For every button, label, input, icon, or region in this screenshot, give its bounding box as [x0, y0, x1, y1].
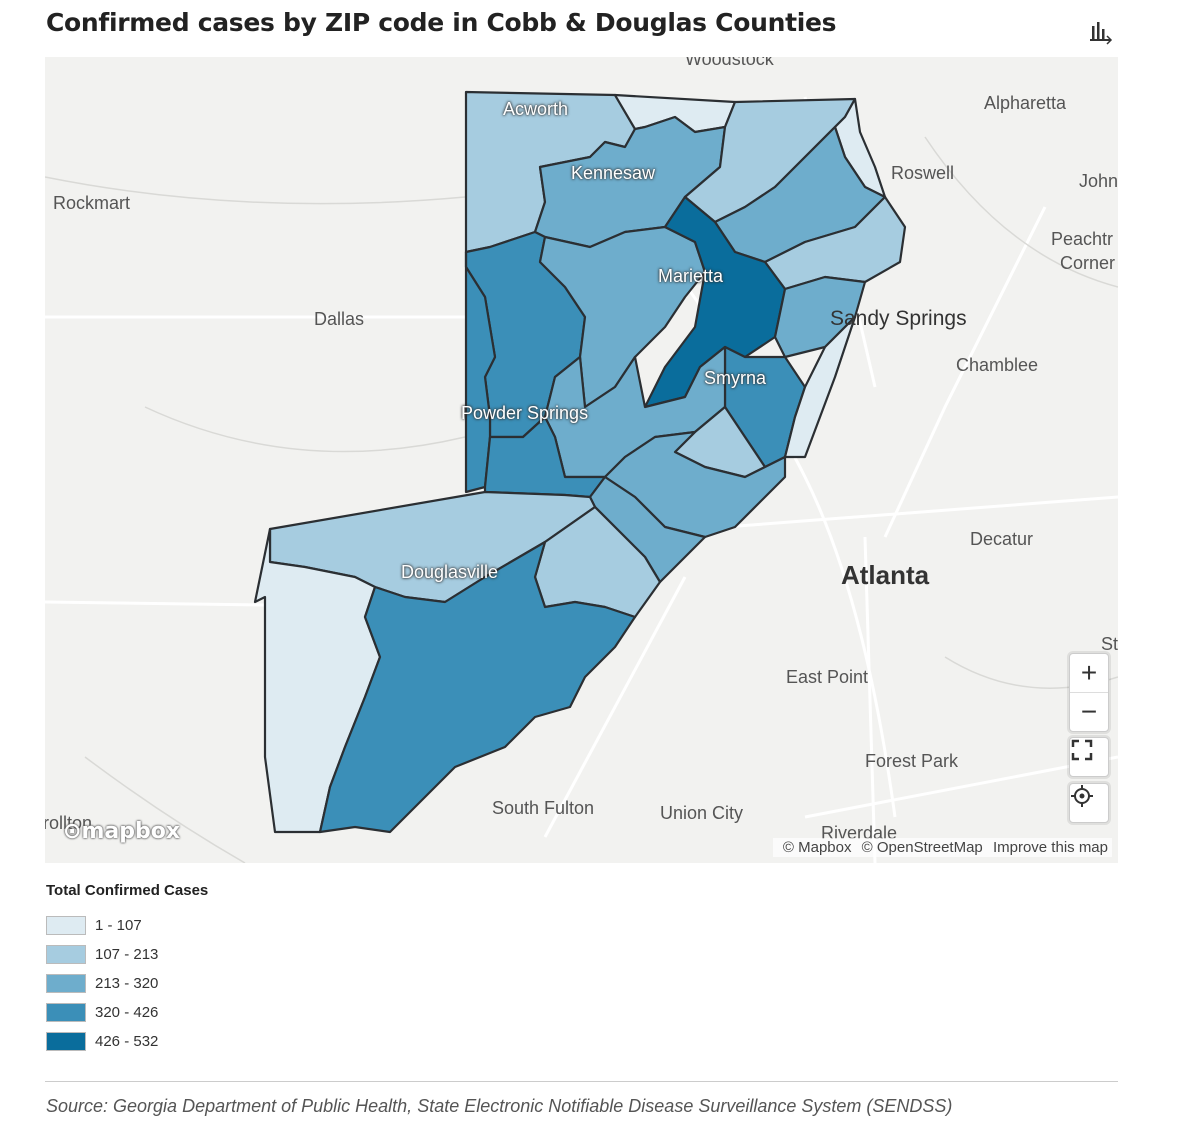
legend-swatch [46, 1002, 86, 1022]
legend-item: 1 - 107 [46, 915, 142, 935]
legend-label: 1 - 107 [95, 916, 142, 934]
place-label-sandy-springs: Sandy Springs [830, 307, 967, 330]
geolocate-button[interactable] [1069, 783, 1109, 823]
place-label-corners: Corner [1060, 253, 1116, 273]
source-note: Source: Georgia Department of Public Hea… [46, 1096, 953, 1116]
map-attribution: © Mapbox © OpenStreetMap Improve this ma… [772, 838, 1112, 857]
choropleth-map[interactable]: Woodstock Acworth Alpharetta Roswell Joh… [45, 57, 1118, 863]
legend-label: 107 - 213 [95, 945, 159, 963]
place-label-marietta: Marietta [658, 266, 724, 286]
page-title: Confirmed cases by ZIP code in Cobb & Do… [46, 8, 837, 37]
legend-swatch [46, 973, 86, 993]
place-label-douglasville: Douglasville [401, 562, 499, 582]
legend-swatch [46, 915, 86, 935]
bar-chart-icon[interactable] [1086, 18, 1114, 46]
legend-title: Total Confirmed Cases [46, 882, 209, 899]
legend-item: 426 - 532 [46, 1031, 158, 1051]
zip-regions [253, 90, 907, 834]
place-label-johns-creek: John [1079, 171, 1118, 191]
zoom-controls: + − [1069, 653, 1109, 732]
zoom-out-button[interactable]: − [1070, 692, 1108, 731]
legend-item: 213 - 320 [46, 973, 158, 993]
zoom-in-button[interactable]: + [1080, 657, 1098, 688]
place-label-east-point: East Point [786, 667, 869, 687]
improve-map-link[interactable]: Improve this map [992, 839, 1108, 856]
place-label-st: St [1101, 634, 1118, 654]
legend-swatch [46, 1031, 86, 1051]
fullscreen-button[interactable] [1069, 737, 1109, 777]
crosshair-icon [1070, 784, 1108, 822]
place-label-carrollton: rollton [45, 813, 93, 833]
place-label-smyrna: Smyrna [704, 368, 767, 388]
legend-item: 107 - 213 [46, 944, 158, 964]
place-label-peachtree: Peachtr [1051, 229, 1114, 249]
legend-label: 213 - 320 [95, 974, 159, 992]
place-label-dallas: Dallas [314, 309, 365, 329]
place-label-powder-springs: Powder Springs [461, 403, 589, 423]
divider [45, 1081, 1118, 1082]
place-label-union-city: Union City [660, 803, 744, 823]
legend-item: 320 - 426 [46, 1002, 158, 1022]
place-label-roswell: Roswell [891, 163, 955, 183]
legend-swatch [46, 944, 86, 964]
mapbox-attribution-link[interactable]: © Mapbox [782, 839, 852, 856]
place-label-atlanta: Atlanta [841, 560, 930, 590]
place-label-alpharetta: Alpharetta [984, 93, 1067, 113]
place-label-decatur: Decatur [970, 529, 1034, 549]
place-label-forest-park: Forest Park [865, 751, 959, 771]
legend-label: 320 - 426 [95, 1003, 159, 1021]
legend-label: 426 - 532 [95, 1032, 159, 1050]
place-label-acworth: Acworth [503, 99, 569, 119]
place-label-kennesaw: Kennesaw [571, 163, 656, 183]
mapbox-logo[interactable]: ⊙mapbox [63, 819, 181, 844]
place-label-chamblee: Chamblee [956, 355, 1039, 375]
place-label-woodstock: Woodstock [685, 57, 774, 69]
place-label-rockmart: Rockmart [53, 193, 131, 213]
map-canvas [45, 90, 1118, 863]
fullscreen-icon [1070, 738, 1108, 776]
place-label-south-fulton: South Fulton [492, 798, 595, 818]
osm-attribution-link[interactable]: © OpenStreetMap [861, 839, 983, 856]
